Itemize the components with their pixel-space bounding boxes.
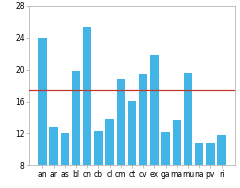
- Bar: [195, 143, 204, 188]
- Bar: [150, 55, 159, 188]
- Bar: [49, 127, 58, 188]
- Bar: [38, 38, 47, 188]
- Bar: [162, 132, 170, 188]
- Bar: [217, 135, 226, 188]
- Bar: [173, 120, 181, 188]
- Bar: [94, 131, 102, 188]
- Bar: [60, 133, 69, 188]
- Bar: [105, 119, 114, 188]
- Bar: [117, 79, 125, 188]
- Bar: [72, 71, 80, 188]
- Bar: [139, 74, 147, 188]
- Bar: [184, 73, 192, 188]
- Bar: [128, 101, 136, 188]
- Bar: [206, 143, 215, 188]
- Bar: [83, 27, 91, 188]
